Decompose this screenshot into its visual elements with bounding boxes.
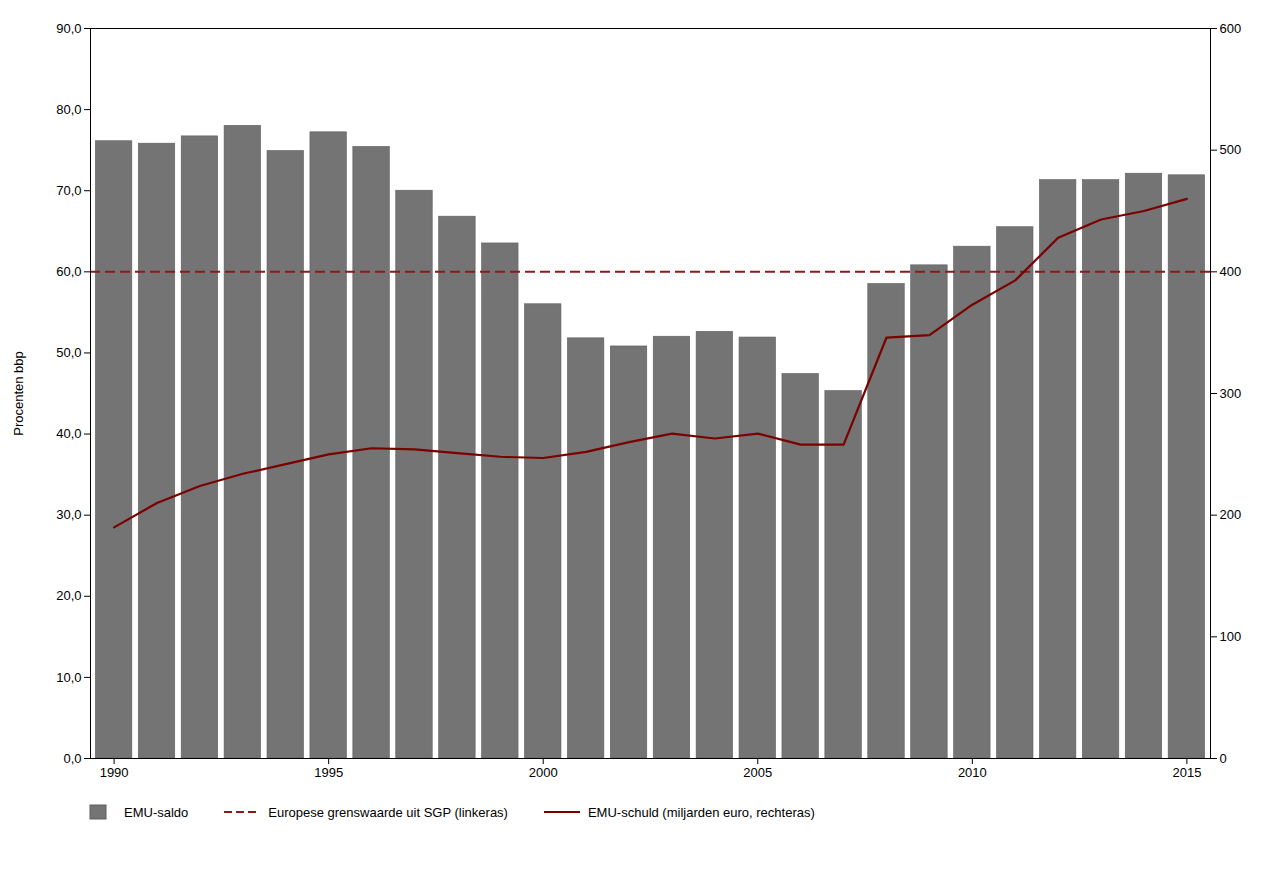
svg-text:1995: 1995: [314, 765, 343, 780]
html-text:EMU-saldo: EMU-saldo: [124, 804, 189, 820]
svg-text:30,0: 30,0: [56, 507, 81, 522]
svg-text:400: 400: [1220, 264, 1242, 279]
svg-text:90,0: 90,0: [56, 21, 81, 36]
html-text:EMU-schuld (miljarden euro, re: EMU-schuld (miljarden euro, rechteras): [588, 804, 815, 820]
svg-text:Procenten bbp: Procenten bbp: [11, 351, 26, 436]
svg-text:10,0: 10,0: [56, 670, 81, 685]
svg-text:200: 200: [1220, 507, 1242, 522]
svg-text:600: 600: [1220, 21, 1242, 36]
svg-text:500: 500: [1220, 142, 1242, 157]
svg-text:1990: 1990: [100, 765, 129, 780]
svg-text:2005: 2005: [743, 765, 772, 780]
svg-text:2015: 2015: [1172, 765, 1201, 780]
svg-text:300: 300: [1220, 386, 1242, 401]
html-text:Europese grenswaarde uit SGP (: Europese grenswaarde uit SGP (linkeras): [268, 804, 508, 820]
svg-text:70,0: 70,0: [56, 183, 81, 198]
svg-text:60,0: 60,0: [56, 264, 81, 279]
svg-text:0: 0: [1220, 751, 1227, 766]
svg-text:80,0: 80,0: [56, 102, 81, 117]
svg-text:2010: 2010: [958, 765, 987, 780]
svg-text:100: 100: [1220, 629, 1242, 644]
svg-text:2000: 2000: [529, 765, 558, 780]
svg-text:0,0: 0,0: [63, 751, 81, 766]
svg-text:50,0: 50,0: [56, 345, 81, 360]
svg-text:40,0: 40,0: [56, 426, 81, 441]
svg-text:20,0: 20,0: [56, 588, 81, 603]
